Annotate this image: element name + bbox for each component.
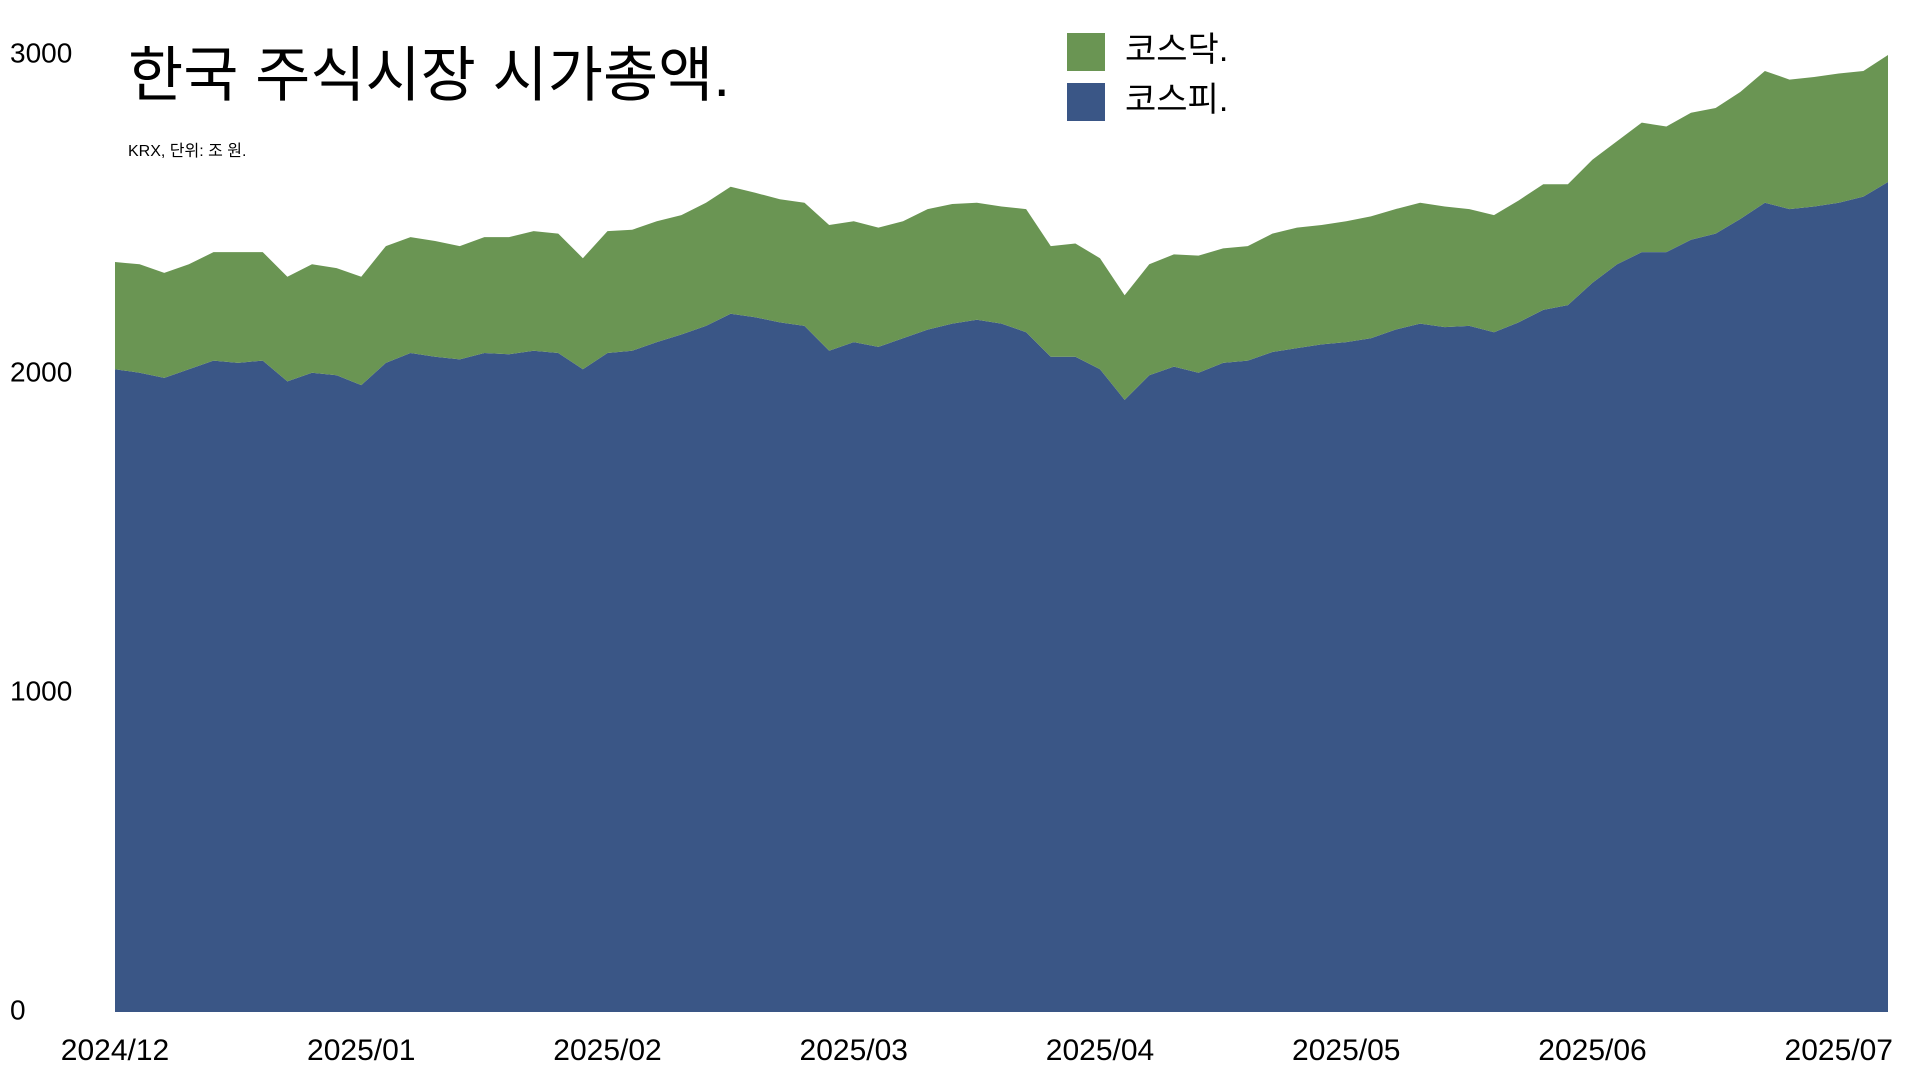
legend: 코스닥. 코스피. [1067, 31, 1228, 121]
y-tick-label: 1000 [10, 675, 72, 706]
area [115, 181, 1888, 1012]
legend-label: 코스피. [1125, 81, 1228, 119]
y-tick-label: 0 [10, 994, 26, 1025]
x-tick-label: 2025/01 [307, 1034, 415, 1067]
legend-label: 코스닥. [1125, 31, 1228, 69]
chart-subtitle: KRX, 단위: 조 원. [128, 142, 246, 160]
chart-title: 한국 주식시장 시가총액. [128, 42, 730, 109]
x-tick-label: 2025/06 [1538, 1034, 1646, 1067]
x-tick-label: 2025/05 [1292, 1034, 1400, 1067]
x-tick-label: 2024/12 [61, 1034, 169, 1067]
x-tick-label: 2025/04 [1046, 1034, 1154, 1067]
y-tick-label: 2000 [10, 356, 72, 387]
x-tick-label: 2025/03 [800, 1034, 908, 1067]
plot: 0 1000 2000 3000 2024/12 2025/01 2025/02 2025/0… [10, 37, 1893, 1067]
legend-swatch [1067, 33, 1105, 71]
x-tick-label: 2025/07 [1785, 1034, 1893, 1067]
area [115, 55, 1888, 400]
legend-swatch [1067, 83, 1105, 121]
y-tick-label: 3000 [10, 37, 72, 68]
x-tick-label: 2025/02 [553, 1034, 661, 1067]
